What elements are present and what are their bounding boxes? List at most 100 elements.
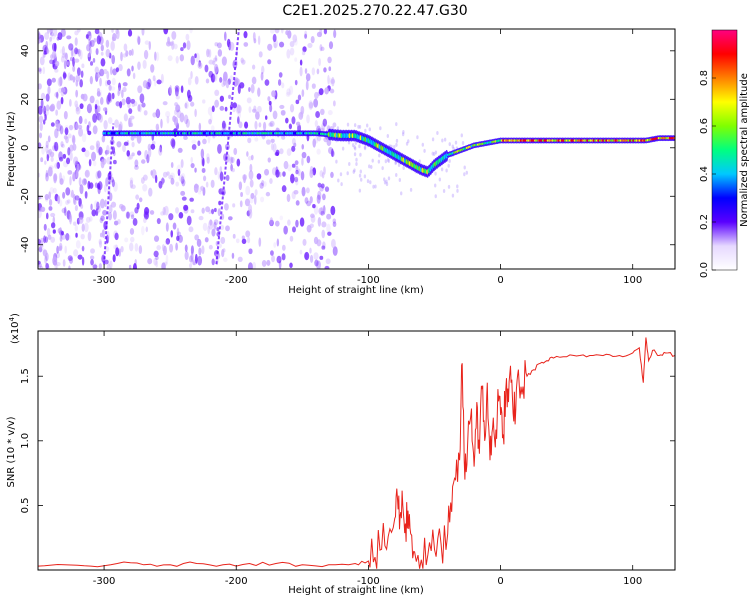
heat-noise-cell xyxy=(294,176,299,183)
heat-noise-cell xyxy=(242,174,248,181)
heat-noise-cell xyxy=(126,211,130,219)
heat-noise-cell xyxy=(217,171,221,180)
heat-noise-cell xyxy=(243,42,249,47)
heat-noise-cell xyxy=(137,36,141,45)
heat-noise-cell xyxy=(123,141,129,146)
heat-noise-cell xyxy=(131,141,135,148)
heat-noise-cell xyxy=(165,254,169,265)
heat-noise-cell xyxy=(104,259,109,265)
heat-noise-cell xyxy=(123,113,128,122)
heat-noise-cell xyxy=(122,53,127,58)
heat-noise-cell xyxy=(115,101,121,107)
heat-noise-cell xyxy=(434,150,438,155)
heat-noise-cell xyxy=(217,49,223,57)
heat-noise-cell xyxy=(153,235,160,242)
heat-noise-cell xyxy=(320,210,325,216)
y-tick-label: 40 xyxy=(20,44,31,57)
heat-noise-cell xyxy=(94,104,98,110)
heat-noise-cell xyxy=(130,214,135,220)
colorbar: 0.0 0.2 0.4 0.6 0.8 Normalized spectral ampl… xyxy=(699,29,750,278)
heat-noise-cell xyxy=(55,120,59,128)
heat-noise-cell xyxy=(368,164,371,169)
heat-noise-cell xyxy=(246,151,249,157)
heat-noise-cell xyxy=(80,203,84,209)
heat-noise-cell xyxy=(208,244,213,250)
heat-noise-cell xyxy=(294,79,298,86)
heat-noise-cell xyxy=(103,68,108,75)
heat-noise-cell xyxy=(110,201,117,208)
heat-noise-cell xyxy=(463,165,466,170)
heat-noise-cell xyxy=(423,148,426,153)
heat-noise-cell xyxy=(46,153,50,162)
heat-noise-cell xyxy=(138,245,143,255)
heat-noise-cell xyxy=(81,245,85,252)
heat-noise-cell xyxy=(100,51,104,56)
heat-noise-cell xyxy=(102,209,108,216)
heat-noise-cell xyxy=(402,166,405,171)
heat-noise-cell xyxy=(92,160,97,167)
heat-noise-cell xyxy=(72,76,76,83)
heat-noise-cell xyxy=(98,148,101,156)
heat-noise-cell xyxy=(75,104,79,109)
heat-noise-cell xyxy=(110,40,115,51)
heat-noise-cell xyxy=(213,219,219,226)
heat-noise-cell xyxy=(201,207,205,214)
heat-noise-cell xyxy=(245,185,251,196)
heat-noise-cell xyxy=(238,121,243,129)
heat-noise-cell xyxy=(220,236,226,245)
heat-noise-cell xyxy=(79,49,83,60)
heat-noise-cell xyxy=(179,112,185,123)
heat-noise-cell xyxy=(331,148,334,157)
heat-noise-cell xyxy=(91,151,97,162)
heat-noise-cell xyxy=(370,165,373,170)
heat-noise-cell xyxy=(321,221,327,228)
heat-noise-cell xyxy=(281,244,286,251)
heat-noise-cell xyxy=(129,242,134,252)
heat-noise-cell xyxy=(114,119,119,128)
heat-noise-cell xyxy=(210,125,215,131)
heat-noise-cell xyxy=(64,60,68,67)
heat-noise-cell xyxy=(186,40,191,51)
heat-noise-cell xyxy=(301,151,307,159)
heat-noise-cell xyxy=(445,168,448,173)
heat-noise-cell xyxy=(304,251,310,261)
heat-noise-cell xyxy=(182,42,187,49)
heat-noise-cell xyxy=(197,62,203,69)
heat-noise-cell xyxy=(418,159,421,164)
heat-noise-cell xyxy=(107,231,110,241)
heat-noise-cell xyxy=(181,196,187,201)
heat-noise-cell xyxy=(193,183,199,193)
heat-noise-cell xyxy=(207,225,211,235)
heat-noise-cell xyxy=(290,173,295,184)
heat-noise-cell xyxy=(112,159,117,165)
heat-noise-cell xyxy=(322,193,326,201)
heat-noise-cell xyxy=(254,120,258,130)
heat-noise-cell xyxy=(280,29,284,34)
heat-noise-cell xyxy=(295,169,299,175)
heat-noise-cell xyxy=(313,98,319,108)
heat-noise-cell xyxy=(129,228,135,235)
heat-noise-cell xyxy=(88,159,92,167)
heat-noise-cell xyxy=(90,203,93,211)
heat-noise-cell xyxy=(222,76,227,86)
heat-noise-cell xyxy=(128,49,133,56)
heat-noise-cell xyxy=(160,118,163,129)
heat-noise-cell xyxy=(134,259,137,266)
heat-noise-cell xyxy=(94,29,100,35)
heat-noise-cell xyxy=(125,50,129,57)
heat-noise-cell xyxy=(261,259,267,267)
heat-noise-cell xyxy=(74,225,78,232)
heat-noise-cell xyxy=(306,155,311,164)
heat-noise-cell xyxy=(148,187,153,197)
heat-noise-cell xyxy=(224,31,227,42)
heat-noise-cell xyxy=(363,174,367,179)
heat-noise-cell xyxy=(265,191,271,197)
heat-noise-cell xyxy=(465,170,468,175)
heat-noise-cell xyxy=(301,186,306,197)
heat-noise-cell xyxy=(69,74,73,81)
heat-noise-cell xyxy=(285,30,289,36)
heat-noise-cell xyxy=(324,87,329,95)
heat-noise-cell xyxy=(214,55,218,62)
heat-noise-cell xyxy=(436,131,439,136)
heat-noise-cell xyxy=(85,216,91,223)
